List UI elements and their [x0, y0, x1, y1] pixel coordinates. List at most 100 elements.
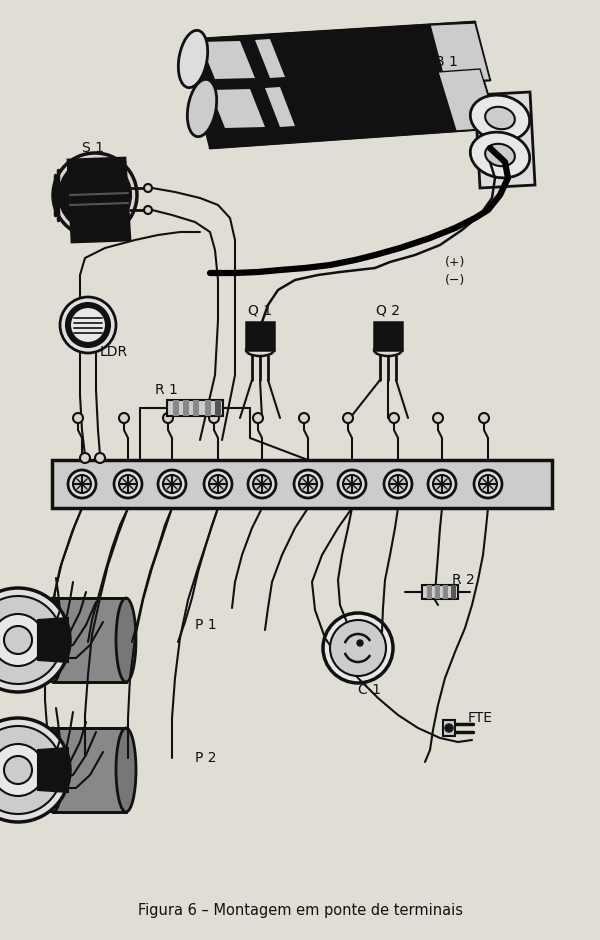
Circle shape — [299, 475, 317, 493]
Polygon shape — [374, 322, 402, 350]
Circle shape — [73, 475, 91, 493]
Circle shape — [0, 596, 62, 684]
Text: Figura 6 – Montagem em ponte de terminais: Figura 6 – Montagem em ponte de terminai… — [137, 902, 463, 917]
Polygon shape — [265, 87, 295, 127]
Bar — [422, 585, 458, 599]
Circle shape — [70, 307, 106, 343]
Ellipse shape — [485, 144, 515, 166]
Text: S 1: S 1 — [82, 141, 104, 155]
Circle shape — [294, 470, 322, 498]
Ellipse shape — [43, 598, 63, 682]
Circle shape — [209, 413, 219, 423]
Circle shape — [0, 614, 44, 666]
Circle shape — [474, 470, 502, 498]
Text: R 2: R 2 — [452, 573, 475, 587]
Polygon shape — [53, 728, 126, 812]
Circle shape — [330, 620, 386, 676]
Circle shape — [95, 453, 105, 463]
Ellipse shape — [470, 133, 530, 178]
Ellipse shape — [43, 728, 63, 812]
Circle shape — [163, 475, 181, 493]
Bar — [451, 585, 456, 599]
Circle shape — [323, 613, 393, 683]
Text: (+): (+) — [445, 256, 466, 269]
Bar — [167, 400, 223, 416]
Circle shape — [144, 206, 152, 214]
Bar — [173, 400, 179, 416]
Circle shape — [445, 724, 453, 732]
Ellipse shape — [116, 598, 136, 682]
Text: LDR: LDR — [100, 345, 128, 359]
Circle shape — [338, 470, 366, 498]
Text: FTE: FTE — [468, 711, 493, 725]
Circle shape — [114, 470, 142, 498]
Circle shape — [0, 718, 70, 822]
Circle shape — [479, 413, 489, 423]
Circle shape — [144, 184, 152, 192]
Bar — [443, 585, 448, 599]
Circle shape — [80, 453, 90, 463]
Circle shape — [248, 470, 276, 498]
Polygon shape — [475, 92, 535, 188]
Circle shape — [0, 726, 62, 814]
Polygon shape — [185, 22, 490, 98]
Polygon shape — [53, 598, 126, 682]
Polygon shape — [438, 69, 498, 131]
Polygon shape — [210, 89, 265, 128]
Circle shape — [119, 475, 137, 493]
Circle shape — [158, 470, 186, 498]
Bar — [215, 400, 221, 416]
Circle shape — [357, 640, 363, 646]
Circle shape — [73, 413, 83, 423]
Circle shape — [433, 475, 451, 493]
Bar — [427, 585, 432, 599]
Bar — [435, 585, 440, 599]
Circle shape — [163, 413, 173, 423]
Circle shape — [433, 413, 443, 423]
Circle shape — [343, 413, 353, 423]
Circle shape — [428, 470, 456, 498]
Bar — [52, 460, 552, 508]
Ellipse shape — [470, 95, 530, 141]
Polygon shape — [255, 39, 285, 78]
Circle shape — [479, 475, 497, 493]
Text: R 1: R 1 — [155, 383, 178, 397]
Bar — [443, 720, 455, 736]
Circle shape — [53, 153, 137, 237]
Circle shape — [343, 475, 361, 493]
Polygon shape — [246, 322, 274, 350]
Circle shape — [384, 470, 412, 498]
Circle shape — [0, 588, 70, 692]
Bar — [183, 400, 189, 416]
Circle shape — [60, 297, 116, 353]
Circle shape — [0, 744, 44, 796]
Circle shape — [389, 413, 399, 423]
Text: Q 2: Q 2 — [376, 303, 400, 317]
Circle shape — [59, 159, 131, 231]
Bar — [193, 400, 199, 416]
Circle shape — [4, 626, 32, 654]
Ellipse shape — [187, 79, 217, 136]
Circle shape — [4, 756, 32, 784]
Circle shape — [209, 475, 227, 493]
Text: P 1: P 1 — [195, 618, 217, 632]
Polygon shape — [38, 618, 68, 662]
Circle shape — [204, 470, 232, 498]
Polygon shape — [68, 158, 130, 242]
Text: P 2: P 2 — [195, 751, 217, 765]
Circle shape — [68, 470, 96, 498]
Ellipse shape — [116, 728, 136, 812]
Polygon shape — [195, 68, 498, 148]
Polygon shape — [38, 748, 68, 792]
Circle shape — [299, 413, 309, 423]
Circle shape — [389, 475, 407, 493]
Text: Q 1: Q 1 — [248, 303, 272, 317]
Circle shape — [253, 475, 271, 493]
Polygon shape — [200, 41, 255, 79]
Ellipse shape — [178, 30, 208, 87]
Text: (−): (−) — [445, 274, 465, 287]
Circle shape — [119, 413, 129, 423]
Ellipse shape — [485, 107, 515, 129]
Circle shape — [66, 303, 110, 347]
Circle shape — [253, 413, 263, 423]
